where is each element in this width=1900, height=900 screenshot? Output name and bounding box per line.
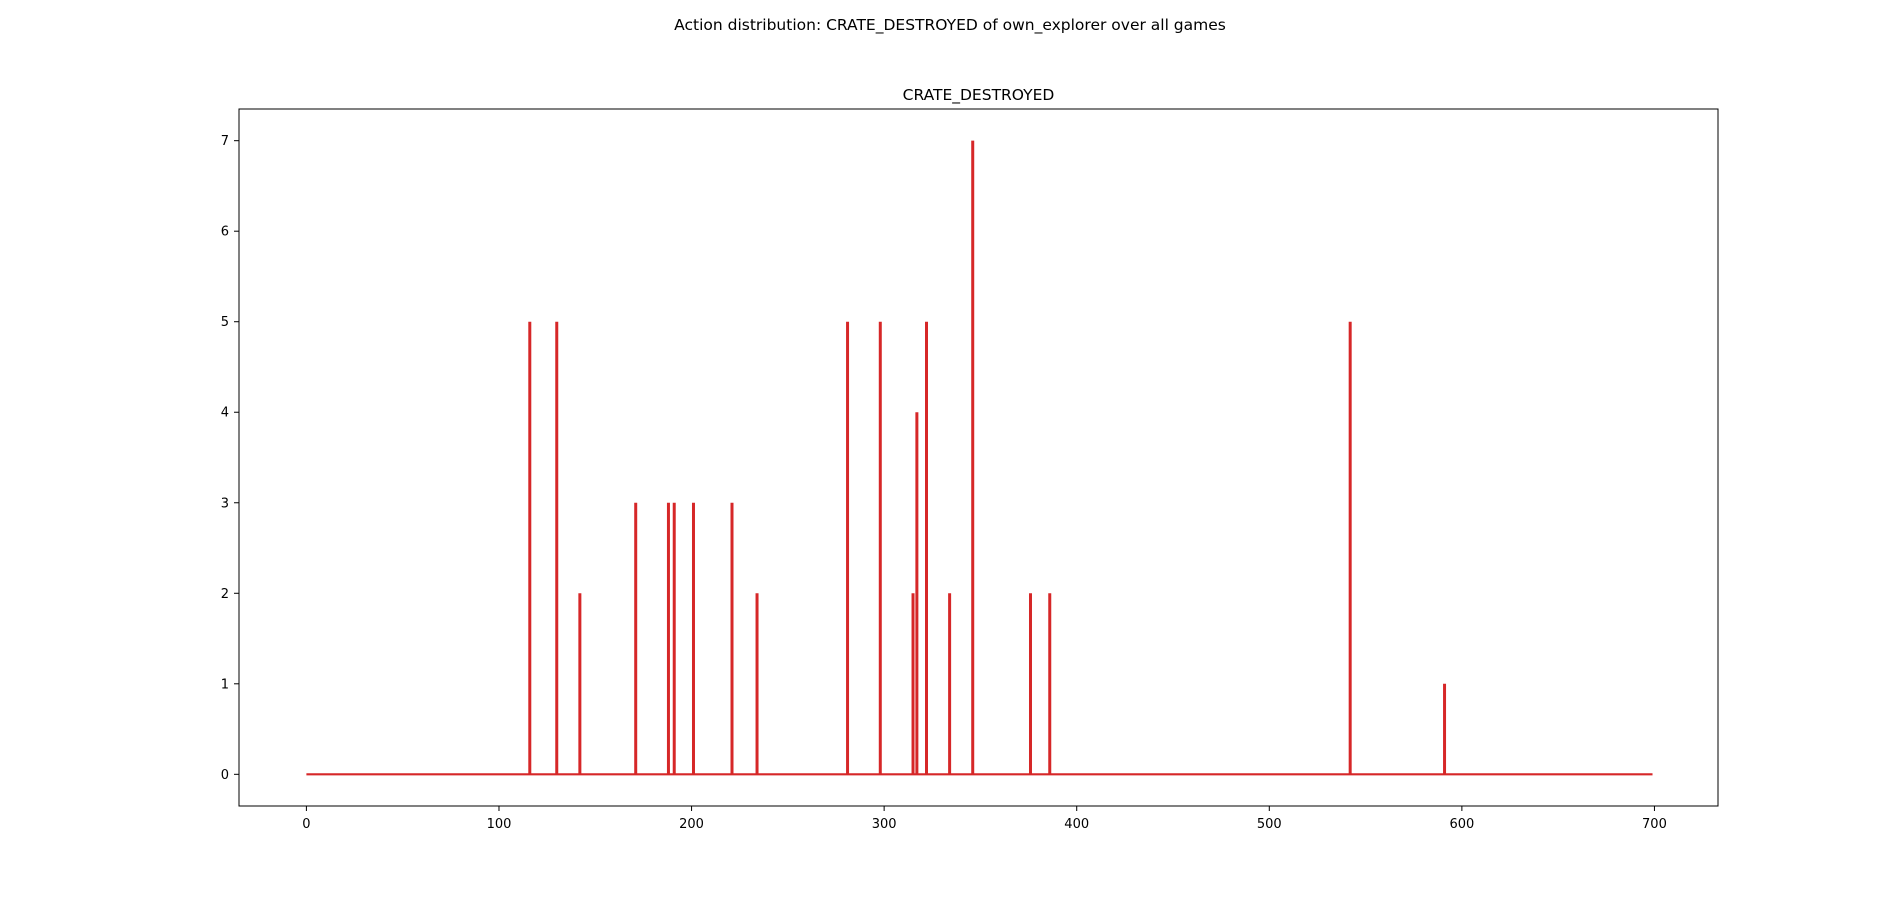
y-tick-label: 2 bbox=[221, 587, 229, 602]
chart-title: CRATE_DESTROYED bbox=[903, 86, 1055, 105]
x-tick-label: 300 bbox=[872, 817, 897, 832]
y-tick-label: 3 bbox=[221, 496, 229, 511]
axes-frame bbox=[238, 108, 1719, 807]
axis-ticks: 0 100 200 300 400 500 600 700 0 1 2 3 4 5 6 7 bbox=[221, 134, 1667, 832]
x-tick-label: 0 bbox=[302, 817, 310, 832]
y-tick-label: 5 bbox=[221, 315, 229, 330]
y-tick-label: 4 bbox=[221, 406, 229, 421]
y-tick-label: 0 bbox=[221, 768, 229, 783]
x-tick-label: 400 bbox=[1064, 817, 1089, 832]
y-tick-label: 1 bbox=[221, 677, 229, 692]
x-tick-label: 100 bbox=[487, 817, 512, 832]
x-tick-label: 700 bbox=[1642, 817, 1667, 832]
y-tick-label: 6 bbox=[221, 225, 229, 240]
x-tick-label: 500 bbox=[1257, 817, 1282, 832]
x-tick-label: 200 bbox=[679, 817, 704, 832]
y-tick-label: 7 bbox=[221, 134, 229, 149]
plot-area bbox=[306, 140, 1653, 776]
figure-suptitle: Action distribution: CRATE_DESTROYED of … bbox=[674, 16, 1226, 35]
x-tick-label: 600 bbox=[1449, 817, 1474, 832]
